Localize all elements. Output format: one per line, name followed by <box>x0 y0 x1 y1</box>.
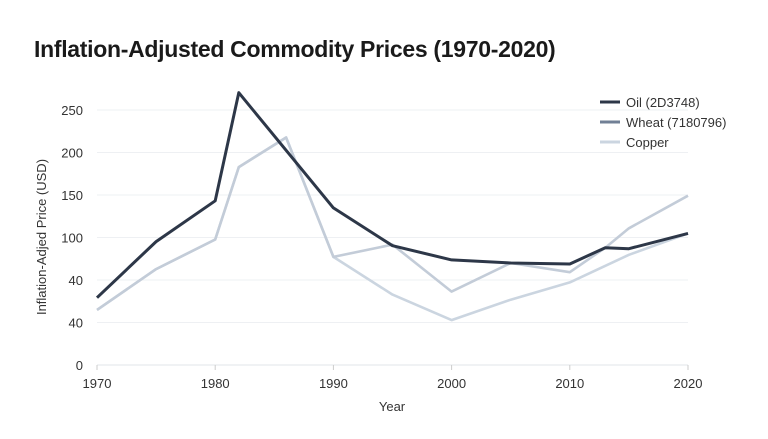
x-tick-label: 1970 <box>83 376 112 391</box>
y-tick-label: 100 <box>61 231 83 246</box>
y-tick-label: 40 <box>69 316 83 331</box>
legend-label: Oil (2D3748) <box>626 95 700 110</box>
y-tick-label: 40 <box>69 273 83 288</box>
series-line-wheat <box>96 136 689 311</box>
legend-label: Copper <box>626 135 669 150</box>
y-tick-label: 150 <box>61 188 83 203</box>
x-tick-label: 1980 <box>201 376 230 391</box>
x-tick-label: 2000 <box>437 376 466 391</box>
y-tick-label: 250 <box>61 103 83 118</box>
x-tick-label: 1990 <box>319 376 348 391</box>
series-line-oil <box>95 91 689 299</box>
x-tick-label: 2020 <box>674 376 703 391</box>
y-tick-label: 0 <box>76 358 83 373</box>
y-tick-label: 200 <box>61 146 83 161</box>
x-tick-label: 2010 <box>555 376 584 391</box>
series-line-copper <box>96 136 689 322</box>
chart-title: Inflation-Adjusted Commodity Prices (197… <box>34 36 556 62</box>
x-axis-label: Year <box>379 399 406 414</box>
y-axis-label: Inflation-Adjed Price (USD) <box>34 159 49 315</box>
legend-label: Wheat (7180796) <box>626 115 726 130</box>
